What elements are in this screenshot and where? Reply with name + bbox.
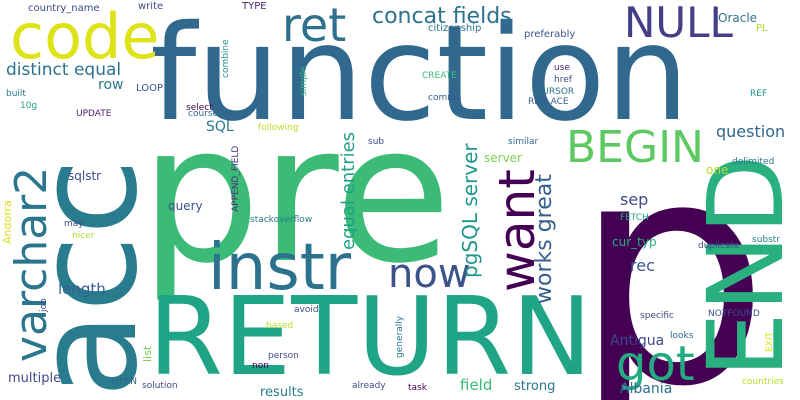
word-following: following <box>258 123 299 133</box>
word-citizenship: citizenship <box>428 23 482 34</box>
word-href: href <box>554 75 572 85</box>
word-multiple: multiple <box>8 371 62 386</box>
word-ret: ret <box>282 0 347 52</box>
word-pre: pre <box>140 84 452 305</box>
word-similar: similar <box>508 137 539 147</box>
word-oracle: Oracle <box>718 11 758 25</box>
word-solution: solution <box>142 381 178 391</box>
word-exit: EXIT <box>765 331 775 352</box>
word-duplicate: duplicate <box>698 241 740 251</box>
word-stackoverflow: stackoverflow <box>250 215 313 225</box>
word-ref: REF <box>750 89 768 99</box>
word-cursor: CURSOR <box>536 87 575 97</box>
word-instr: instr <box>208 231 352 305</box>
word-distinct-equal: distinct equal <box>6 60 122 80</box>
word-null: NULL <box>624 0 733 47</box>
word-p: p <box>573 94 770 400</box>
word-create: CREATE <box>422 71 457 81</box>
word-substr: substr <box>752 235 781 245</box>
word-strong: strong <box>514 379 556 394</box>
word-varchar2: varchar2 <box>6 166 57 362</box>
word-got: got <box>616 336 695 392</box>
word-may: may <box>64 219 84 229</box>
word-antigua: Antigua <box>610 333 665 349</box>
word-andorra: Andorra <box>1 200 14 244</box>
word-function: function <box>150 0 690 151</box>
word-10g: 10g <box>20 101 38 111</box>
word-simple: simple <box>299 66 309 96</box>
word-non: non <box>252 361 269 371</box>
word-notfound: NOTFOUND <box>708 309 760 319</box>
word-sub: sub <box>368 137 385 147</box>
word-write: write <box>138 1 164 12</box>
word-cur-typ: cur_typ <box>612 235 657 249</box>
word-end: END <box>685 154 800 378</box>
word-row: row <box>98 77 124 93</box>
word-generally: generally <box>395 315 405 358</box>
word-rec: rec <box>630 256 655 275</box>
word-replace: REPLACE <box>528 97 569 107</box>
word-country-name: country_name <box>28 3 100 14</box>
word-delimited: delimited <box>732 157 775 167</box>
word-combine: combine <box>221 39 231 78</box>
word-loop: LOOP <box>136 83 163 94</box>
word-update: UPDATE <box>76 109 112 119</box>
word-concat-fields: concat fields <box>372 4 512 29</box>
word-return: RETURN <box>148 275 593 400</box>
word-preferably: preferably <box>524 29 576 40</box>
word-nicer: nicer <box>72 231 95 241</box>
word-select: select <box>186 103 213 113</box>
word-list: list <box>141 345 154 362</box>
word-query: query <box>168 199 203 213</box>
word-now: now <box>388 251 471 297</box>
word-results: results <box>260 385 304 400</box>
word-looks: looks <box>670 331 694 341</box>
word-avoid: avoid <box>294 305 319 315</box>
word-person: person <box>268 351 299 361</box>
word-begin: BEGIN <box>566 122 704 173</box>
word-one: one <box>706 163 729 177</box>
word-equal-entries: equal entries <box>338 131 359 250</box>
word-sql: SQL <box>206 119 234 135</box>
word-works-great: works great <box>532 174 557 304</box>
word-question: question <box>716 122 786 141</box>
word-code: code <box>10 0 160 73</box>
word-field: field <box>460 376 493 394</box>
word-specific: specific <box>640 311 675 321</box>
word-server: server <box>484 151 522 165</box>
word-use: use <box>554 63 570 73</box>
word-already: already <box>352 381 386 391</box>
word-course: course <box>188 109 219 119</box>
word-type: TYPE <box>242 1 267 12</box>
word-pgsql-server: pgSQL server <box>458 143 482 278</box>
word-based: based <box>266 321 294 331</box>
word-task: task <box>408 383 427 393</box>
word-built: built <box>6 89 26 99</box>
word-countries: countries <box>742 377 784 387</box>
word-albania: Albania <box>620 381 673 397</box>
word-length: length <box>58 280 106 298</box>
word-job: job <box>39 298 49 312</box>
word-append-field: APPEND_FIELD <box>231 145 241 212</box>
word-sqlstr: sqlstr <box>68 169 102 183</box>
word-pl: PL <box>756 23 768 34</box>
word-fetch: FETCH <box>620 213 649 223</box>
word-sep: sep <box>620 190 649 209</box>
word-open: OPEN <box>112 377 137 387</box>
word-comma: comma <box>428 93 462 103</box>
